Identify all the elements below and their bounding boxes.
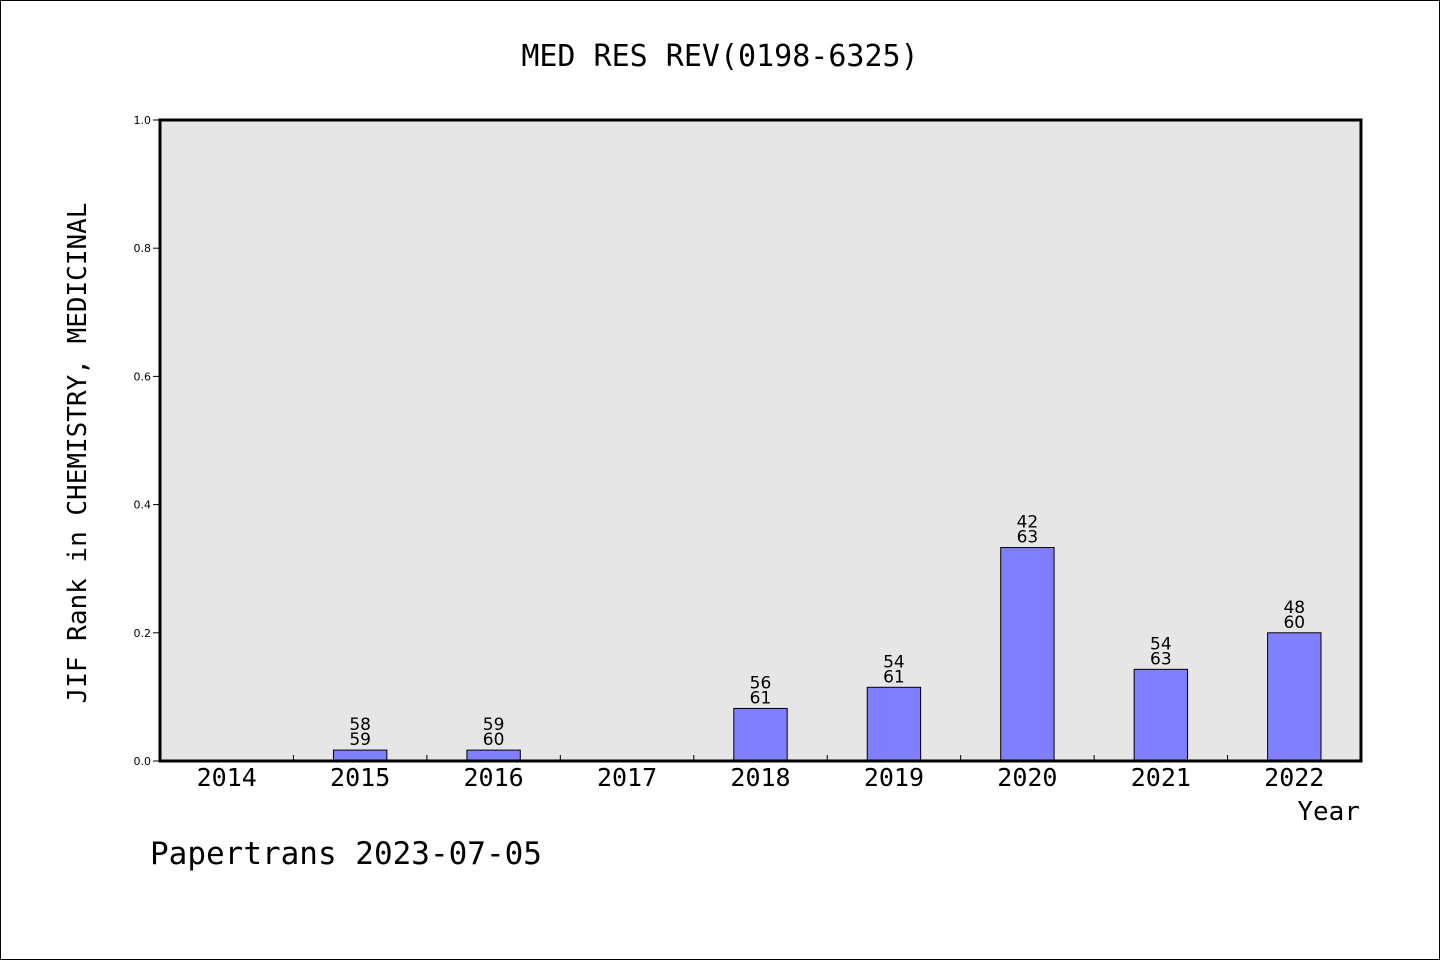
y-axis-label: JIF Rank in CHEMISTRY, MEDICINAL [63,203,93,704]
x-tick-label: 2015 [330,763,390,792]
y-tick-label: 0.6 [134,370,152,383]
bar-label-total: 61 [750,688,772,708]
bar-2019 [866,686,922,762]
bars [332,547,1322,762]
x-tick-label: 2019 [864,763,924,792]
x-axis: 2014 2015 2016 2017 2018 2019 2020 2021 2022 [197,755,1324,792]
y-tick-label: 0.2 [134,627,152,640]
plot-border [158,118,1363,763]
bar-label-total: 60 [483,730,505,750]
bar-label-rank: 42 [1017,513,1039,533]
bar-label-rank: 48 [1283,598,1305,618]
bar-label-total: 61 [883,667,905,687]
bar-label-rank: 59 [483,715,505,735]
x-tick-label: 2017 [597,763,657,792]
x-tick-label: 2021 [1131,763,1191,792]
x-axis-label: Year [1297,797,1360,827]
y-tick-label: 0.0 [134,755,152,768]
bar-label-total: 63 [1150,649,1172,669]
x-tick-label: 2022 [1264,763,1324,792]
chart-title: MED RES REV(0198-6325) [521,39,918,74]
bar-label-total: 63 [1017,528,1039,548]
bar-label-rank: 54 [883,652,905,672]
x-tick-label: 2018 [730,763,790,792]
bar-2020 [1000,547,1055,762]
bar-2018 [733,707,788,762]
y-tick-label: 0.8 [134,242,152,255]
bar-label-total: 59 [349,730,371,750]
bar-2022 [1267,632,1322,762]
bar-label-rank: 56 [750,673,772,693]
x-tick-label: 2016 [464,763,524,792]
y-axis: 0.0 0.2 0.4 0.6 0.8 1.0 [134,114,160,768]
footer-credit: Papertrans 2023-07-05 [150,836,542,872]
bar-2015 [332,749,388,762]
bar-label-rank: 58 [349,715,371,735]
x-tick-label: 2020 [997,763,1057,792]
bar-2016 [466,749,521,762]
x-tick-label: 2014 [197,763,257,792]
y-tick-label: 1.0 [134,114,152,127]
bar-label-rank: 54 [1150,634,1172,654]
bar-2021 [1133,668,1189,762]
bar-label-total: 60 [1283,613,1305,633]
y-tick-label: 0.4 [134,499,152,512]
plot-area [160,120,1361,761]
